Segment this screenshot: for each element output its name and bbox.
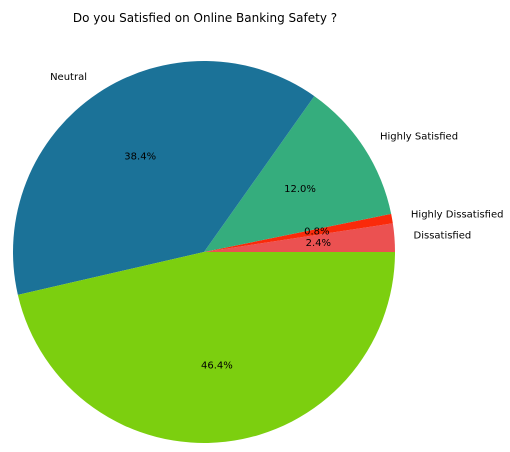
pct-label-neutral: 38.4% xyxy=(124,151,156,162)
pie-slice-dissatisfied xyxy=(204,223,395,252)
pct-label-highly-satisfied: 12.0% xyxy=(284,184,316,195)
pie-slice-highly-satisfied xyxy=(204,96,392,252)
category-label-dissatisfied: Dissatisfied xyxy=(414,231,472,242)
pct-label-highly-dissatisfied: 0.8% xyxy=(304,226,329,237)
pie-slice-satisfied xyxy=(17,252,396,443)
category-labels: Dissatisfied Highly Dissatisfied Highly Sa… xyxy=(50,72,504,242)
percentage-labels: 2.4%0.8% 12.0% 38.4% 46.4% xyxy=(124,151,331,371)
pie-slices xyxy=(13,61,396,443)
pct-label-satisfied: 46.4% xyxy=(201,360,233,371)
pie-slice-highly-dissatisfied xyxy=(204,213,393,252)
category-label-neutral: Neutral xyxy=(50,72,87,83)
pie-slice-neutral xyxy=(13,61,315,295)
pct-label-dissatisfied: 2.4% xyxy=(306,238,331,249)
category-label-highly-dissatisfied: Highly Dissatisfied xyxy=(411,210,504,221)
category-label-highly-satisfied: Highly Satisfied xyxy=(380,132,458,143)
chart-title: Do you Satisfied on Online Banking Safet… xyxy=(73,11,337,25)
